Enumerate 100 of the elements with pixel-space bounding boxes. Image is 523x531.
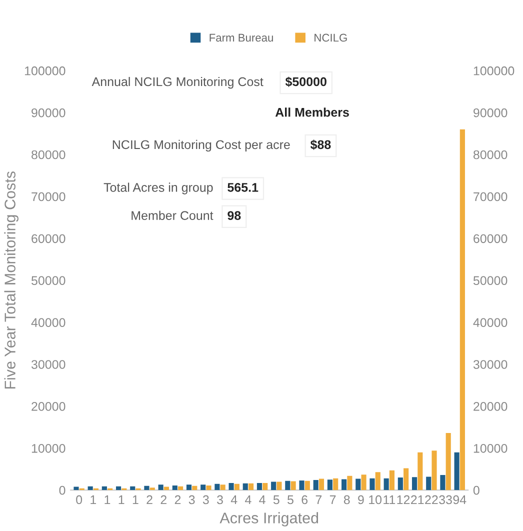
annotation: $50000 [285,76,326,87]
annotation: Member Count [132,210,214,220]
annotation: Total Acres in group [104,182,213,194]
bar [446,433,451,490]
x-tick-label: 3 [217,495,223,504]
y-tick-label: 90000 [32,108,66,118]
bar [206,486,212,490]
bar [130,486,136,490]
bar [327,480,332,490]
y2-tick-label: 20000 [474,402,508,411]
bar [214,484,220,490]
bar [220,484,226,490]
bar [186,484,192,490]
bar [313,480,318,490]
x-tick-label: 3 [202,495,209,504]
bar [342,479,347,490]
bar [389,470,395,490]
y-tick-label: 50000 [31,276,66,286]
bar [460,129,465,490]
x-axis-title: Acres Irrigated [220,512,318,526]
x-tick-label: 7 [316,495,322,504]
bar [242,483,248,490]
y-tick-label: 70000 [32,192,66,202]
x-tick-label: 5 [273,495,280,504]
bar [150,488,155,490]
y2-tick-label: 0 [473,486,480,495]
x-tick-label: 12 [397,495,410,504]
y2-tick-label: 70000 [474,192,508,202]
x-tick-label: 21 [411,495,424,504]
annotation: 98 [228,211,241,220]
bar [347,476,352,490]
x-tick-label: 2 [174,495,181,504]
y2-tick-label: 100000 [474,66,514,76]
bar [318,478,324,490]
bar [440,475,446,490]
x-tick-label: 5 [288,495,294,504]
x-tick-label: 4 [259,495,266,504]
bar [88,486,93,490]
y-tick-label: 100000 [24,66,66,76]
x-tick-label: 2 [160,495,166,504]
bar [333,478,338,490]
bar [192,486,198,490]
bar [375,472,380,490]
bar [356,478,361,490]
bar [144,486,150,490]
bar [412,477,418,490]
y-tick-label: 80000 [32,150,66,160]
x-tick-label: 2 [146,495,152,504]
y-tick-label: 40000 [31,318,66,327]
y2-tick-label: 80000 [473,150,508,160]
bar [398,478,403,490]
bar [172,486,178,490]
y-tick-label: 10000 [32,444,66,453]
y-tick-label: 20000 [32,402,66,411]
x-tick-label: 1 [132,495,138,504]
y-tick-label: 0 [59,486,66,495]
legend-label: Farm Bureau [210,34,273,42]
x-tick-label: 33 [439,495,452,504]
bar [361,474,366,490]
legend-label: NCILG [314,34,347,42]
x-tick-label: 1 [90,495,96,504]
x-tick-label: 7 [330,495,336,504]
x-tick-label: 3 [188,495,195,504]
annotation: NCILG Monitoring Cost per acre [112,140,290,152]
x-tick-label: 4 [230,495,238,504]
annotation: Annual NCILG Monitoring Cost [92,76,264,89]
bar [256,482,262,490]
bar [248,483,254,490]
annotation: All Members [275,108,349,117]
annotation: 565.1 [228,183,258,192]
bar [271,482,276,490]
x-tick-label: 22 [425,495,438,504]
x-tick-label: 6 [302,495,308,504]
bar [432,450,437,490]
bar [228,482,234,490]
bar [299,480,304,490]
bar [454,452,460,490]
bar [74,486,79,490]
y-tick-label: 60000 [32,234,66,244]
y-tick-label: 30000 [31,360,66,369]
bar [384,478,389,490]
x-tick-label: 11 [384,495,396,504]
x-tick-label: 4 [245,495,252,504]
x-tick-label: 1 [104,495,110,504]
bar [418,452,423,490]
bar [102,486,107,490]
x-tick-label: 8 [344,495,350,504]
bar [178,486,184,490]
bar [404,468,409,490]
bar [234,484,240,490]
y2-tick-label: 10000 [474,444,508,453]
x-tick-label: 1 [118,495,124,504]
x-tick-label: 94 [453,495,466,504]
y2-tick-label: 60000 [474,234,508,244]
bar [426,476,432,490]
x-tick-label: 9 [358,495,364,504]
bar [116,486,122,490]
bar [262,482,268,490]
bar [290,481,296,490]
y2-tick-label: 90000 [474,108,508,118]
